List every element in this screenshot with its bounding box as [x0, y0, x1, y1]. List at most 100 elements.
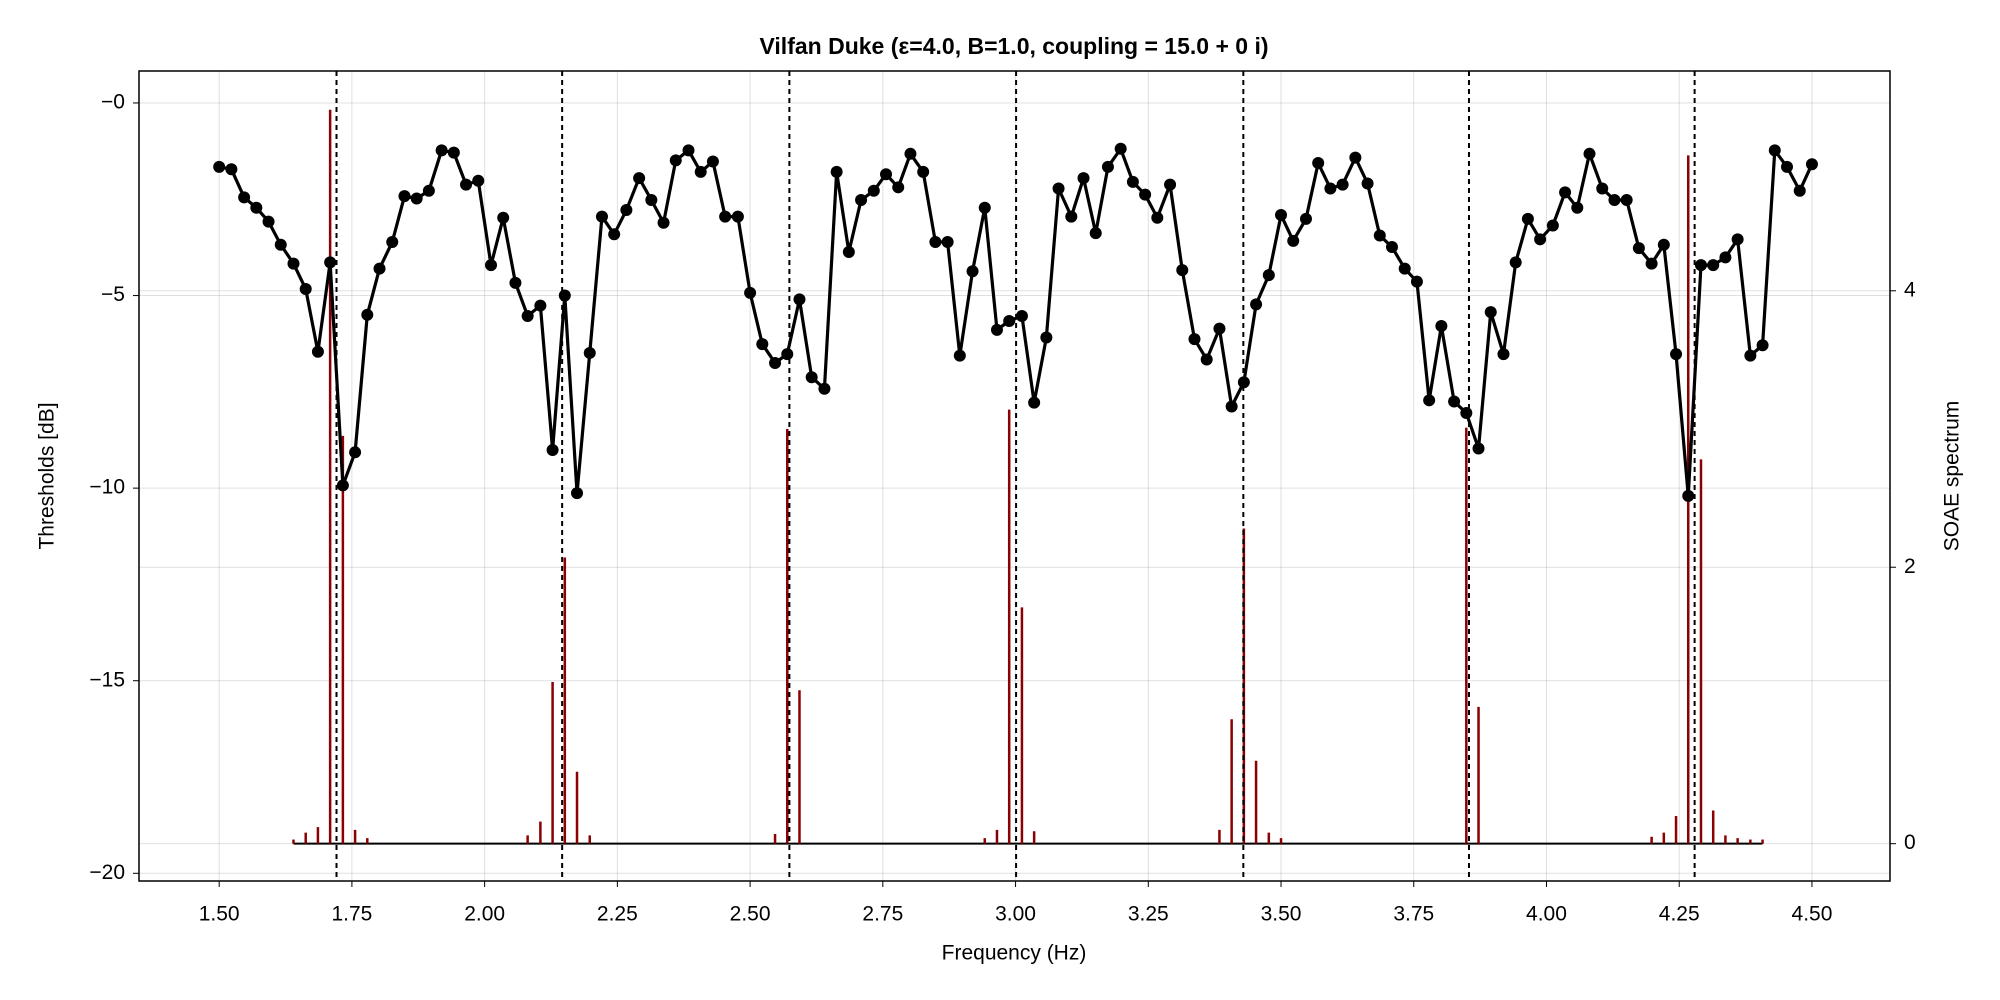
y-axis-label: Thresholds [dB] [36, 402, 59, 549]
marker [880, 168, 893, 181]
marker [336, 479, 349, 492]
marker [1101, 160, 1114, 173]
marker [1312, 157, 1325, 170]
marker [1719, 251, 1732, 264]
marker [447, 146, 460, 159]
marker [225, 163, 238, 176]
marker [1089, 227, 1102, 240]
marker [953, 349, 966, 362]
x-tick-label: 3.50 [1261, 903, 1302, 926]
marker [855, 194, 868, 207]
y2-tick-label: 2 [1904, 555, 1916, 578]
marker [460, 178, 473, 191]
x-tick-label: 1.50 [199, 903, 240, 926]
marker [694, 165, 707, 178]
marker [1410, 275, 1423, 288]
marker [1571, 201, 1584, 214]
y2-axis-label: SOAE spectrum [1941, 401, 1964, 552]
marker [904, 147, 917, 160]
y-tick-label: −0 [101, 91, 125, 114]
x-tick-label: 4.25 [1659, 903, 1700, 926]
marker [1188, 333, 1201, 346]
marker [608, 228, 621, 241]
marker [867, 184, 880, 197]
marker [1225, 400, 1238, 413]
marker [645, 194, 658, 207]
marker [1448, 395, 1461, 408]
x-tick-label: 3.75 [1393, 903, 1434, 926]
marker [1361, 177, 1374, 190]
marker [509, 276, 522, 289]
marker [361, 308, 374, 321]
marker [818, 382, 831, 395]
marker [1275, 209, 1288, 222]
marker [1620, 194, 1633, 207]
marker [929, 236, 942, 249]
marker [250, 201, 263, 214]
marker [1287, 234, 1300, 247]
marker [892, 181, 905, 194]
marker [1509, 256, 1522, 269]
y2-tick-label: 4 [1904, 278, 1916, 301]
y-tick-label: −5 [101, 283, 125, 306]
marker [830, 165, 843, 178]
marker [633, 172, 646, 185]
marker [706, 155, 719, 168]
marker [1213, 322, 1226, 335]
marker [1336, 178, 1349, 191]
x-axis-label: Frequency (Hz) [942, 942, 1087, 965]
marker [682, 144, 695, 157]
marker [1583, 147, 1596, 160]
marker [1324, 182, 1337, 195]
marker [1373, 229, 1386, 242]
marker [324, 256, 337, 269]
y-tick-label: −15 [89, 668, 125, 691]
marker [657, 216, 670, 229]
marker [1349, 151, 1362, 164]
marker [299, 283, 312, 296]
x-tick-label: 2.50 [730, 903, 771, 926]
marker [472, 174, 485, 187]
marker [1645, 257, 1658, 270]
marker [1756, 339, 1769, 352]
marker [1632, 242, 1645, 255]
x-tick-label: 4.00 [1526, 903, 1567, 926]
marker [1707, 259, 1720, 272]
marker [311, 345, 324, 358]
marker [1200, 353, 1213, 366]
marker [756, 338, 769, 351]
marker [1682, 489, 1695, 502]
marker [349, 446, 362, 459]
marker [422, 184, 435, 197]
marker [287, 257, 300, 270]
x-tick-label: 3.00 [995, 903, 1036, 926]
marker [990, 323, 1003, 336]
marker [978, 201, 991, 214]
marker [571, 487, 584, 500]
marker [1805, 158, 1818, 171]
y2-tick-label: 0 [1904, 831, 1916, 854]
marker [1164, 178, 1177, 191]
marker [1472, 442, 1485, 455]
marker [1040, 331, 1053, 344]
marker [373, 262, 386, 275]
marker [1176, 264, 1189, 277]
marker [485, 259, 498, 272]
marker [1731, 233, 1744, 246]
marker [669, 154, 682, 167]
chart-title: Vilfan Duke (ε=4.0, B=1.0, coupling = 15… [759, 33, 1268, 59]
marker [1151, 211, 1164, 224]
marker [435, 144, 448, 157]
marker [1657, 238, 1670, 251]
marker [1559, 186, 1572, 199]
marker [805, 371, 818, 384]
marker [1484, 306, 1497, 319]
marker [769, 356, 782, 369]
marker [1460, 407, 1473, 420]
marker [1670, 348, 1683, 361]
marker [1237, 376, 1250, 389]
marker [1768, 144, 1781, 157]
marker [1781, 160, 1793, 173]
marker [534, 299, 547, 312]
marker [941, 236, 954, 249]
